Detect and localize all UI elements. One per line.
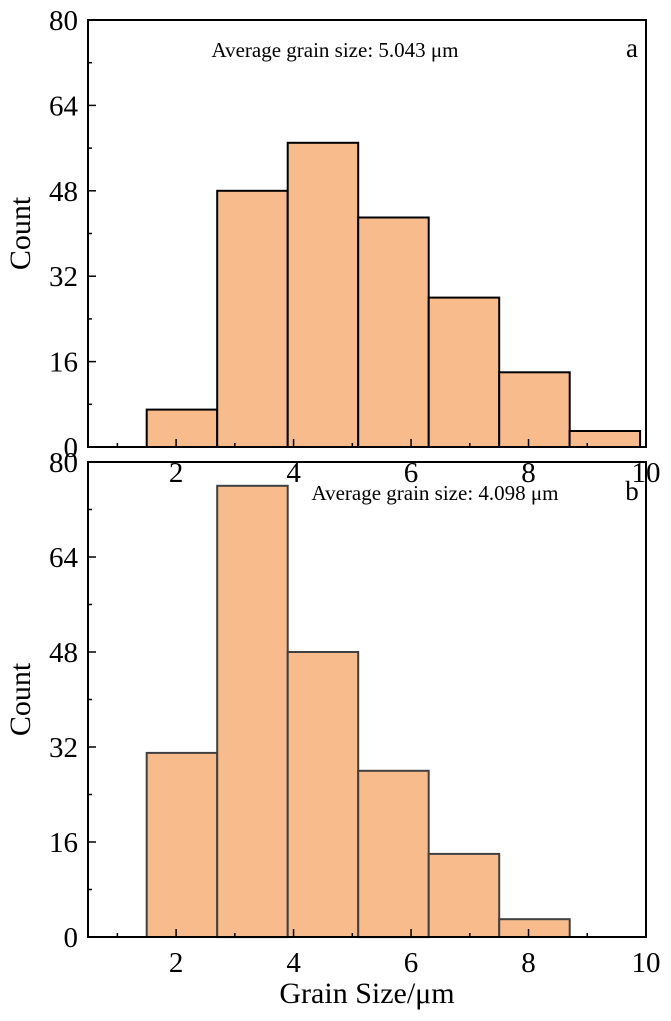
y-tick-label: 48 bbox=[49, 637, 78, 669]
panel-letter: b bbox=[625, 476, 639, 506]
histogram-bar bbox=[216, 484, 289, 939]
y-tick-label: 32 bbox=[49, 732, 78, 764]
histogram-bar bbox=[498, 371, 571, 448]
x-axis-title: Grain Size/μm bbox=[279, 977, 454, 1010]
y-tick-label: 16 bbox=[49, 347, 78, 379]
x-tick-label: 4 bbox=[286, 457, 301, 489]
y-tick-label: 0 bbox=[64, 922, 79, 954]
y-axis-title: Count bbox=[4, 662, 37, 736]
y-tick-label: 64 bbox=[49, 90, 79, 122]
x-tick-label: 8 bbox=[521, 457, 536, 489]
x-tick-label: 6 bbox=[404, 457, 419, 489]
average-grain-size-annotation: Average grain size: 5.043 μm bbox=[211, 38, 458, 62]
y-tick-label: 80 bbox=[49, 5, 78, 37]
y-tick-label: 64 bbox=[49, 542, 79, 574]
y-tick-label: 80 bbox=[49, 447, 78, 479]
histogram-bar bbox=[145, 751, 219, 939]
x-tick-label: 6 bbox=[404, 947, 419, 979]
average-grain-size-annotation: Average grain size: 4.098 μm bbox=[311, 481, 558, 505]
y-tick-label: 48 bbox=[49, 176, 78, 208]
panel-letter: a bbox=[626, 33, 638, 63]
x-tick-label: 2 bbox=[169, 947, 184, 979]
x-tick-label: 8 bbox=[521, 947, 536, 979]
y-axis-title: Count bbox=[4, 196, 37, 270]
y-tick-label: 16 bbox=[49, 827, 78, 859]
x-tick-label: 4 bbox=[286, 947, 301, 979]
histogram-bar bbox=[357, 769, 430, 939]
histogram-bar bbox=[357, 216, 430, 448]
histogram-bar bbox=[568, 430, 642, 448]
x-tick-label: 10 bbox=[632, 947, 661, 979]
histogram-bar bbox=[498, 918, 571, 939]
histogram-bar bbox=[286, 651, 360, 938]
y-tick-label: 0 bbox=[64, 432, 79, 464]
histogram-bar bbox=[427, 852, 501, 939]
histogram-bar bbox=[216, 189, 289, 449]
histogram-bar bbox=[145, 408, 219, 449]
histogram-bar bbox=[286, 141, 360, 449]
histogram-bar bbox=[427, 296, 501, 448]
y-tick-label: 32 bbox=[49, 261, 78, 293]
x-tick-label: 2 bbox=[169, 457, 184, 489]
